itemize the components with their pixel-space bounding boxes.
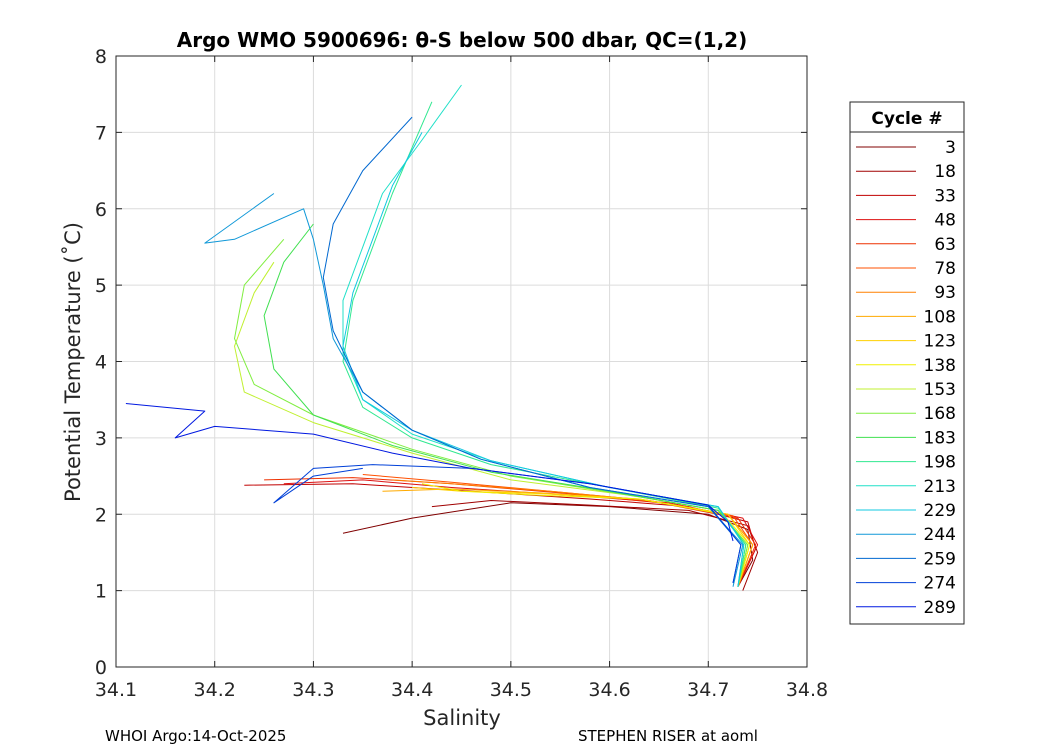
series-line-cycle-244 bbox=[204, 193, 744, 587]
x-tick-label: 34.6 bbox=[588, 679, 630, 701]
x-tick-label: 34.8 bbox=[786, 679, 828, 701]
x-tick-label: 34.5 bbox=[490, 679, 532, 701]
x-tick-label: 34.2 bbox=[194, 679, 236, 701]
legend-label-93: 93 bbox=[934, 283, 956, 303]
legend-label-18: 18 bbox=[934, 162, 956, 182]
legend-title: Cycle # bbox=[871, 109, 942, 129]
series-line-cycle-138 bbox=[421, 483, 751, 587]
series-lines bbox=[125, 84, 759, 591]
legend-label-229: 229 bbox=[924, 501, 956, 521]
series-line-cycle-183 bbox=[263, 223, 747, 587]
y-axis-label: Potential Temperature (˚C) bbox=[61, 222, 85, 502]
legend-label-213: 213 bbox=[924, 477, 956, 497]
legend-label-259: 259 bbox=[924, 549, 956, 569]
y-tick-label: 4 bbox=[95, 352, 107, 374]
y-tick-label: 5 bbox=[95, 275, 107, 297]
legend-label-244: 244 bbox=[924, 525, 956, 545]
x-tick-label: 34.3 bbox=[292, 679, 334, 701]
legend-label-198: 198 bbox=[924, 453, 956, 473]
legend-label-63: 63 bbox=[934, 235, 956, 255]
y-tick-label: 6 bbox=[95, 199, 107, 221]
series-line-cycle-78 bbox=[362, 474, 754, 587]
x-axis-label: Salinity bbox=[423, 706, 501, 730]
series-line-cycle-3 bbox=[342, 502, 754, 588]
legend-box bbox=[849, 101, 965, 625]
y-tick-label: 7 bbox=[95, 122, 107, 144]
legend: Cycle #3 18 33 48 63 78 93 108 123 138 153 168 183 19… bbox=[849, 101, 965, 625]
series-line-cycle-274 bbox=[273, 464, 742, 584]
legend-label-289: 289 bbox=[924, 598, 956, 618]
x-tick-label: 34.7 bbox=[687, 679, 729, 701]
series-line-cycle-153 bbox=[234, 261, 749, 587]
series-line-cycle-18 bbox=[431, 500, 759, 591]
legend-label-168: 168 bbox=[924, 404, 956, 424]
chart-title: Argo WMO 5900696: θ-S below 500 dbar, QC… bbox=[177, 28, 747, 52]
legend-label-108: 108 bbox=[924, 307, 956, 327]
axis-ticks: 34.1 34.2 34.3 34.4 34.5 34.6 34.7 34.8 0 1 2 3 4 5 6 7… bbox=[95, 46, 828, 701]
x-tick-label: 34.1 bbox=[95, 679, 137, 701]
series-line-cycle-48 bbox=[283, 479, 759, 588]
x-tick-label: 34.4 bbox=[391, 679, 433, 701]
legend-label-48: 48 bbox=[934, 211, 956, 231]
legend-label-183: 183 bbox=[924, 428, 956, 448]
grid bbox=[115, 55, 808, 668]
y-tick-label: 8 bbox=[95, 46, 107, 68]
y-tick-label: 0 bbox=[95, 657, 107, 679]
legend-label-123: 123 bbox=[924, 332, 956, 352]
series-line-cycle-259 bbox=[322, 116, 742, 584]
y-tick-label: 2 bbox=[95, 504, 107, 526]
legend-label-153: 153 bbox=[924, 380, 956, 400]
footer-right: STEPHEN RISER at aoml bbox=[578, 727, 758, 745]
y-tick-label: 1 bbox=[95, 581, 107, 603]
legend-label-33: 33 bbox=[934, 186, 956, 206]
legend-label-274: 274 bbox=[924, 574, 956, 594]
legend-label-78: 78 bbox=[934, 259, 956, 279]
footer-left: WHOI Argo:14-Oct-2025 bbox=[105, 727, 286, 745]
legend-label-3: 3 bbox=[945, 138, 956, 158]
series-line-cycle-33 bbox=[244, 483, 757, 588]
series-line-cycle-123 bbox=[412, 487, 751, 587]
legend-label-138: 138 bbox=[924, 356, 956, 376]
series-line-cycle-198 bbox=[342, 101, 747, 587]
series-line-cycle-289 bbox=[125, 403, 734, 542]
y-tick-label: 3 bbox=[95, 428, 107, 450]
series-line-cycle-213 bbox=[342, 84, 745, 587]
series-line-cycle-229 bbox=[342, 132, 745, 587]
